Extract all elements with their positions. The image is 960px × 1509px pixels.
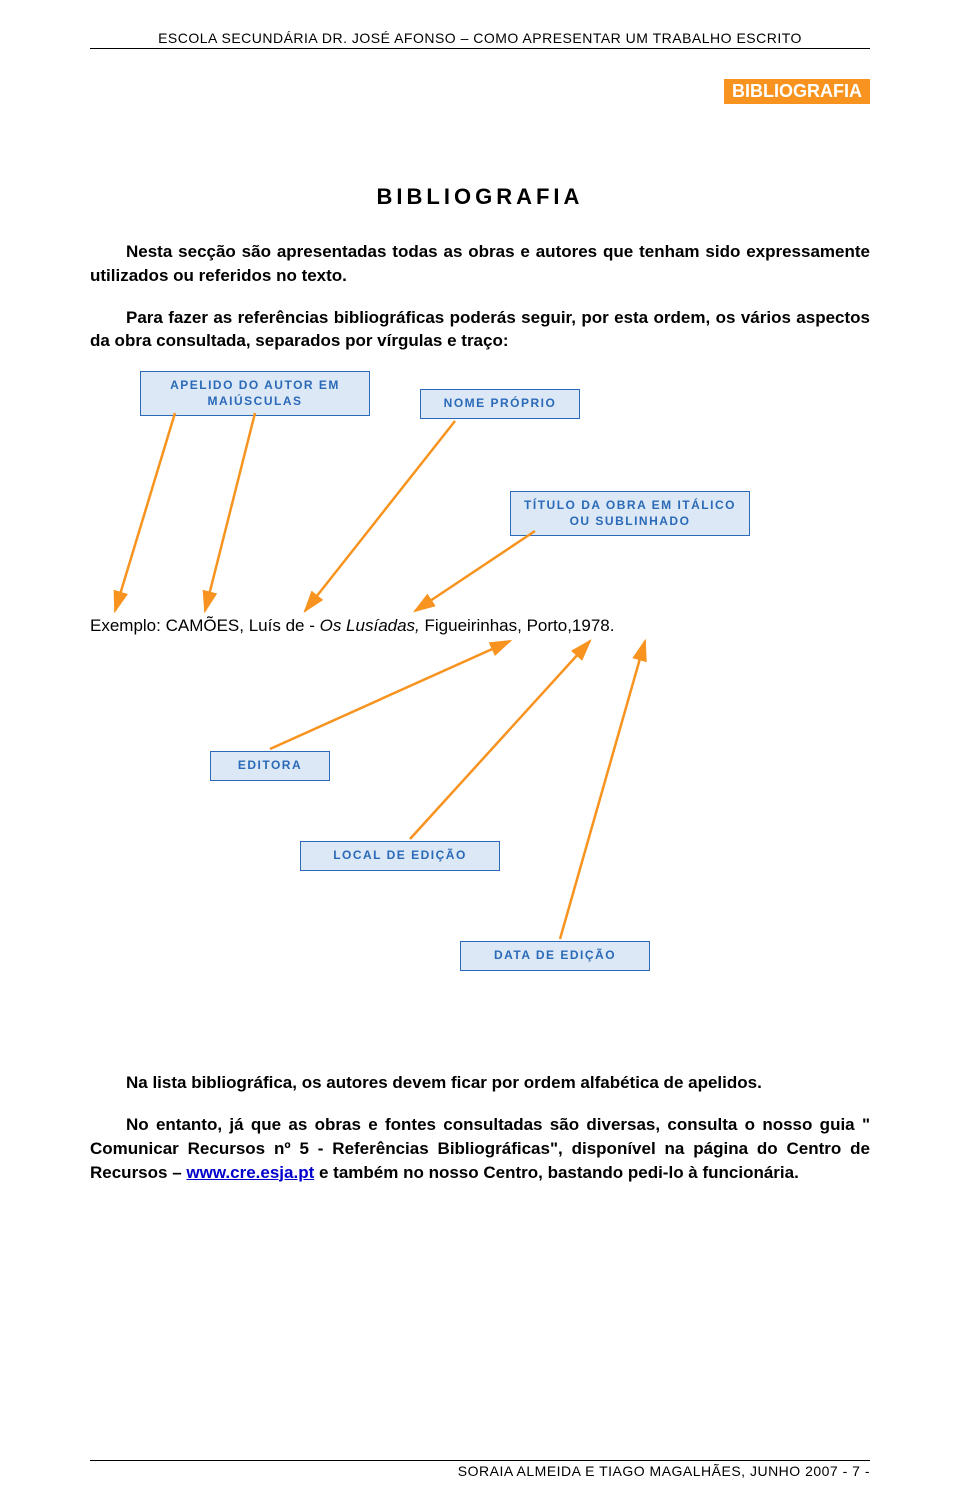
example-place: Porto, bbox=[527, 616, 572, 635]
arrow-local bbox=[410, 641, 590, 839]
example-year: 1978. bbox=[572, 616, 615, 635]
page: ESCOLA SECUNDÁRIA DR. JOSÉ AFONSO – COMO… bbox=[0, 0, 960, 1509]
example-surname: CAMÕES bbox=[166, 616, 240, 635]
arrow-apelido-1 bbox=[115, 413, 175, 611]
box-local: LOCAL DE EDIÇÃO bbox=[300, 841, 500, 871]
paragraph-order: Na lista bibliográfica, os autores devem… bbox=[90, 1071, 870, 1095]
example-line: Exemplo: CAMÕES, Luís de - Os Lusíadas, … bbox=[90, 616, 614, 636]
page-header: ESCOLA SECUNDÁRIA DR. JOSÉ AFONSO – COMO… bbox=[90, 30, 870, 46]
arrow-data bbox=[560, 641, 645, 939]
footer-rule bbox=[90, 1460, 870, 1461]
section-badge: BIBLIOGRAFIA bbox=[724, 79, 870, 104]
bibliography-diagram: APELIDO DO AUTOR EM MAIÚSCULAS NOME PRÓP… bbox=[90, 371, 870, 1051]
page-footer: SORAIA ALMEIDA E TIAGO MAGALHÃES, JUNHO … bbox=[90, 1463, 870, 1479]
example-title: Os Lusíadas, bbox=[320, 616, 420, 635]
box-data: DATA DE EDIÇÃO bbox=[460, 941, 650, 971]
box-nome: NOME PRÓPRIO bbox=[420, 389, 580, 419]
paragraph-guide-b: e também no nosso Centro, bastando pedi-… bbox=[314, 1163, 799, 1182]
paragraph-intro-2: Para fazer as referências bibliográficas… bbox=[90, 306, 870, 354]
box-apelido: APELIDO DO AUTOR EM MAIÚSCULAS bbox=[140, 371, 370, 416]
box-titulo: TÍTULO DA OBRA EM ITÁLICO OU SUBLINHADO bbox=[510, 491, 750, 536]
header-rule bbox=[90, 48, 870, 49]
paragraph-guide: No entanto, já que as obras e fontes con… bbox=[90, 1113, 870, 1184]
arrow-titulo bbox=[415, 531, 535, 611]
cre-link[interactable]: www.cre.esja.pt bbox=[186, 1163, 314, 1182]
example-name: , Luís de - bbox=[239, 616, 319, 635]
arrow-nome bbox=[305, 421, 455, 611]
example-publisher: Figueirinhas, bbox=[420, 616, 527, 635]
example-prefix: Exemplo: bbox=[90, 616, 166, 635]
section-title: BIBLIOGRAFIA bbox=[90, 184, 870, 210]
paragraph-intro-1: Nesta secção são apresentadas todas as o… bbox=[90, 240, 870, 288]
arrow-editora bbox=[270, 641, 510, 749]
arrow-apelido-2 bbox=[205, 413, 255, 611]
box-editora: EDITORA bbox=[210, 751, 330, 781]
